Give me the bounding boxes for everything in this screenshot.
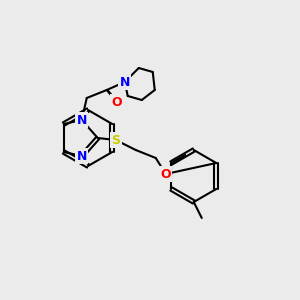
- Text: N: N: [76, 113, 87, 127]
- Text: O: O: [111, 95, 122, 109]
- Text: N: N: [76, 149, 87, 163]
- Text: N: N: [120, 76, 130, 88]
- Text: O: O: [160, 167, 171, 181]
- Text: S: S: [111, 134, 120, 146]
